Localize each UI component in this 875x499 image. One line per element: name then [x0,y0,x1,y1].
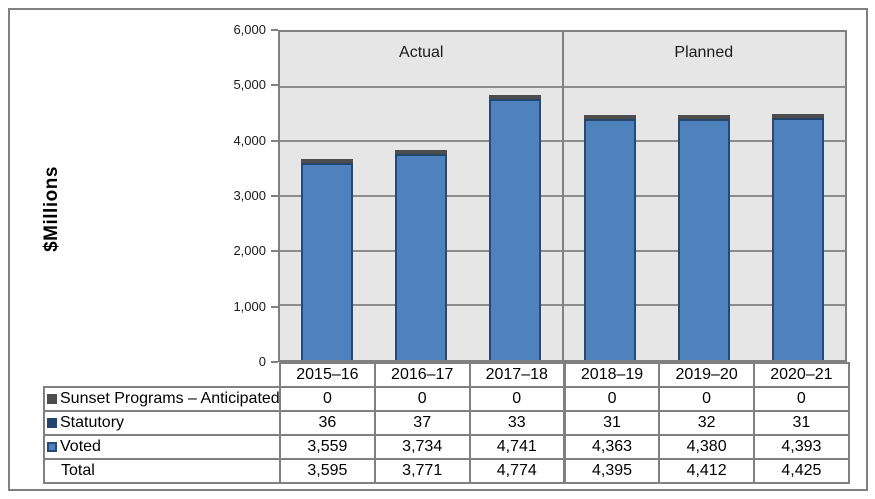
year-header-cell: 2017–18 [468,362,566,388]
value-cell: 0 [562,386,661,412]
value-cell: 32 [658,410,755,436]
segment-statutory [584,119,636,121]
y-tick-mark [271,29,278,31]
data-table: 2015–16 2016–17 2017–18 2018–19 2019–20 2020–… [43,362,850,484]
value-cell: 4,393 [752,434,850,460]
row-label: Statutory [60,414,125,431]
segment-sunset-programs [678,115,730,119]
y-tick-mark [271,250,278,252]
segment-sunset-programs [301,159,353,163]
value-cell: 4,395 [562,458,661,484]
year-header-cell: 2020–21 [752,362,850,388]
bar-2018–19 [584,115,636,360]
value-cell: 4,741 [468,434,566,460]
outer-frame [8,8,868,491]
y-tick-label: 2,000 [233,243,266,258]
value-cell: 33 [468,410,566,436]
segment-sunset-programs [395,150,447,154]
table-row: Sunset Programs – Anticipated 0 0 0 0 0 0 [43,386,850,412]
segment-statutory [489,99,541,101]
bar-2017–18 [489,95,541,360]
segment-voted [489,101,541,360]
value-cell: 0 [279,386,376,412]
section-label-planned: Planned [674,44,734,61]
sunset-legend-marker-icon [47,394,57,404]
y-tick-label: 4,000 [233,133,266,148]
row-label: Total [61,462,95,479]
year-header-cell: 2019–20 [658,362,755,388]
value-cell: 4,425 [752,458,850,484]
value-cell: 0 [658,386,755,412]
row-label-cell: Total [43,458,281,484]
value-cell: 4,774 [468,458,566,484]
value-cell: 3,734 [373,434,471,460]
y-tick-mark [271,140,278,142]
row-label-cell: Statutory [43,410,281,436]
value-cell: 3,771 [373,458,471,484]
table-row: Statutory 36 37 33 31 32 31 [43,410,850,436]
row-label-cell: Voted [43,434,281,460]
value-cell: 31 [562,410,661,436]
y-tick-label: 1,000 [233,299,266,314]
segment-voted [772,120,824,360]
value-cell: 0 [752,386,850,412]
value-cell: 0 [373,386,471,412]
voted-legend-marker-icon [47,442,57,452]
y-tick-mark [271,361,278,363]
plot-area: Actual Planned [278,30,847,362]
bar-2019–20 [678,115,730,360]
table-row: Total 3,595 3,771 4,774 4,395 4,412 4,425 [43,458,850,484]
y-axis-title: $Millions [41,166,62,252]
value-cell: 0 [468,386,566,412]
segment-voted [395,156,447,360]
segment-statutory [395,154,447,156]
row-label: Sunset Programs – Anticipated [60,390,280,407]
year-header-cell: 2015–16 [279,362,376,388]
value-cell: 36 [279,410,376,436]
y-tick-label: 3,000 [233,188,266,203]
table-header-row: 2015–16 2016–17 2017–18 2018–19 2019–20 2020–… [44,362,850,388]
row-label: Voted [60,438,101,455]
segment-voted [678,121,730,360]
segment-voted [301,165,353,360]
bar-2020–21 [772,114,824,360]
section-divider-line [561,32,564,360]
y-tick-mark [271,84,278,86]
segment-statutory [678,119,730,121]
year-header-cell: 2016–17 [373,362,471,388]
table-blank-cell [44,363,280,387]
y-tick-label: 0 [258,354,266,369]
bar-2016–17 [395,150,447,360]
segment-sunset-programs [489,95,541,99]
segment-sunset-programs [584,115,636,119]
y-tick-mark [271,306,278,308]
table-row: Voted 3,559 3,734 4,741 4,363 4,380 4,393 [43,434,850,460]
bar-2015–16 [301,159,353,360]
segment-voted [584,121,636,360]
segment-statutory [772,118,824,120]
value-cell: 37 [373,410,471,436]
y-tick-label: 6,000 [233,22,266,37]
section-label-actual: Actual [399,44,444,61]
segment-sunset-programs [772,114,824,118]
y-tick-label: 5,000 [233,77,266,92]
value-cell: 4,380 [658,434,755,460]
statutory-legend-marker-icon [47,418,57,428]
value-cell: 4,412 [658,458,755,484]
value-cell: 3,595 [279,458,376,484]
year-header-cell: 2018–19 [562,362,661,388]
segment-statutory [301,163,353,165]
value-cell: 31 [752,410,850,436]
y-tick-mark [271,195,278,197]
value-cell: 4,363 [562,434,661,460]
row-label-cell: Sunset Programs – Anticipated [43,386,281,412]
value-cell: 3,559 [279,434,376,460]
